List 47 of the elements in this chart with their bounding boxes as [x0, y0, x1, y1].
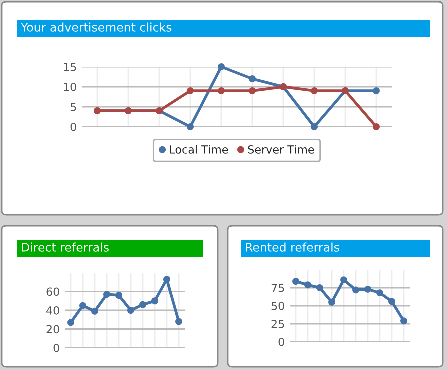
y-tick-label: 25: [272, 320, 284, 328]
point: [152, 298, 158, 305]
y-tick-label: 0: [54, 344, 60, 352]
point: [187, 88, 194, 94]
point: [128, 307, 134, 314]
point: [400, 318, 408, 325]
point: [304, 282, 312, 289]
point: [164, 276, 170, 284]
y-tick-label: 40: [46, 306, 60, 315]
legend-label: Server Time: [248, 145, 314, 154]
point: [68, 319, 74, 326]
point: [176, 318, 182, 326]
point: [140, 301, 146, 308]
y-tick-label: 20: [46, 325, 60, 334]
point: [187, 124, 194, 130]
point: [352, 286, 360, 294]
legend-label: Local Time: [170, 145, 228, 154]
point: [218, 64, 225, 70]
y-tick-label: 0: [278, 338, 284, 346]
chart-title: Direct referrals: [22, 242, 109, 252]
point: [364, 286, 372, 293]
point: [80, 302, 86, 310]
point: [311, 124, 318, 130]
point: [340, 276, 348, 284]
y-tick-label: 50: [272, 302, 284, 310]
point: [376, 290, 384, 297]
point: [311, 88, 318, 94]
point: [328, 298, 336, 306]
y-tick-label: 60: [46, 288, 60, 296]
point: [92, 308, 98, 315]
y-tick-label: 0: [70, 122, 76, 132]
chart-title: Rented referrals: [246, 242, 340, 252]
point: [373, 88, 380, 94]
chart-title: Your advertisement clicks: [20, 22, 172, 32]
y-tick-label: 10: [64, 82, 76, 92]
point: [316, 284, 324, 292]
point: [116, 292, 122, 299]
point: [292, 278, 300, 285]
point: [249, 88, 256, 94]
point: [373, 124, 380, 130]
point: [218, 88, 225, 94]
point: [104, 291, 110, 298]
y-tick-label: 15: [64, 63, 76, 72]
point: [249, 76, 256, 82]
point: [388, 298, 396, 306]
y-tick-label: 75: [272, 284, 284, 292]
y-tick-label: 5: [70, 103, 76, 112]
